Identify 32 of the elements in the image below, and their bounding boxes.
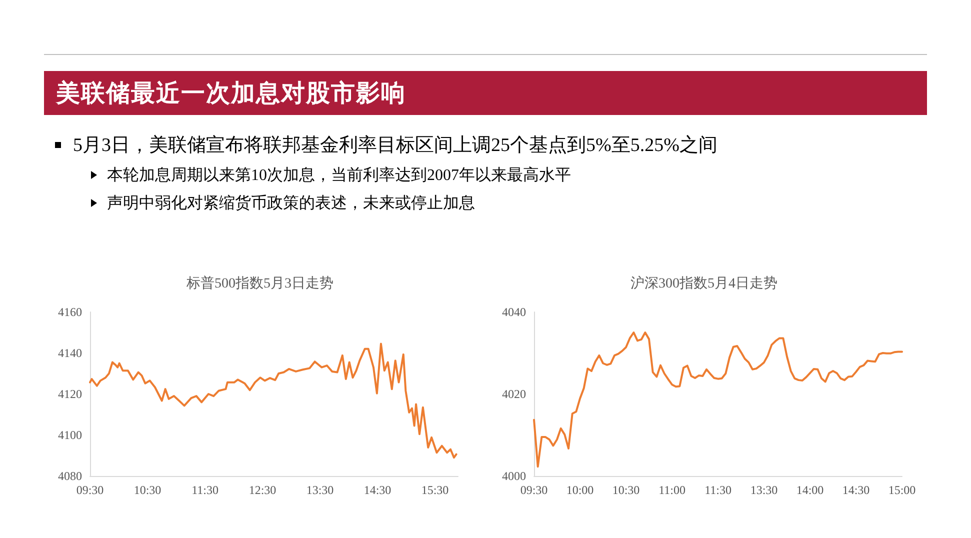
line-series bbox=[533, 332, 903, 468]
x-tick-label: 14:30 bbox=[364, 483, 392, 497]
y-tick-label: 4100 bbox=[58, 428, 82, 442]
x-tick-label: 09:30 bbox=[520, 483, 548, 497]
x-tick-label: 14:00 bbox=[796, 483, 824, 497]
x-tick-label: 10:30 bbox=[612, 483, 640, 497]
x-tick-label: 12:30 bbox=[248, 483, 276, 497]
chart-title: 沪深300指数5月4日走势 bbox=[630, 276, 778, 292]
x-tick-label: 10:30 bbox=[134, 483, 162, 497]
text: 声明中弱化对紧缩货币政策的表述，未来或停止加息 bbox=[107, 194, 475, 214]
x-tick-label: 09:30 bbox=[76, 483, 104, 497]
x-tick-label: 15:00 bbox=[888, 483, 916, 497]
text: 5月3日，美联储宣布将联邦基金利率目标区间上调25个基点到5%至5.25%之间 bbox=[73, 134, 718, 158]
line-series bbox=[89, 342, 458, 459]
x-tick-label: 15:30 bbox=[421, 483, 449, 497]
y-tick-label: 4140 bbox=[58, 346, 82, 360]
y-tick-label: 4160 bbox=[58, 305, 82, 319]
y-tick-label: 4000 bbox=[502, 469, 526, 483]
x-tick-label: 11:30 bbox=[192, 483, 218, 497]
y-tick-label: 4040 bbox=[502, 305, 526, 319]
text: 美联储最近一次加息对股市影响 bbox=[56, 79, 406, 109]
y-tick-label: 4020 bbox=[502, 387, 526, 401]
x-tick-label: 11:30 bbox=[704, 483, 732, 497]
x-tick-label: 11:00 bbox=[658, 483, 686, 497]
x-tick-label: 14:30 bbox=[842, 483, 870, 497]
text: 本轮加息周期以来第10次加息，当前利率达到2007年以来最高水平 bbox=[107, 166, 571, 186]
x-tick-label: 13:30 bbox=[306, 483, 334, 497]
x-tick-label: 10:00 bbox=[566, 483, 594, 497]
chart-title: 标普500指数5月3日走势 bbox=[186, 274, 334, 292]
y-tick-label: 4080 bbox=[58, 469, 82, 483]
x-tick-label: 13:30 bbox=[750, 483, 778, 497]
y-tick-label: 4120 bbox=[58, 387, 82, 401]
